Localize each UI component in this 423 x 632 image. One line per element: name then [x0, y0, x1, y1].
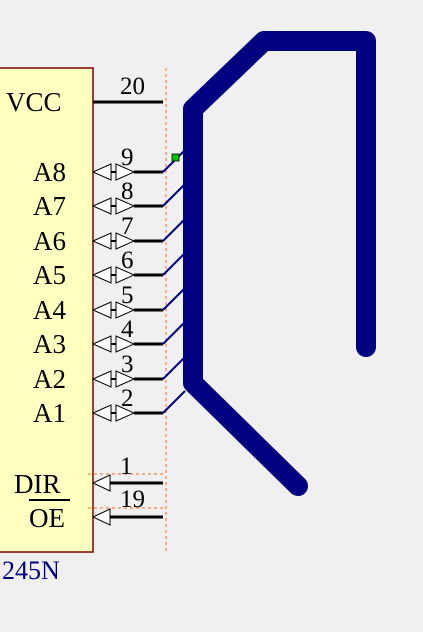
a1-pin-label: A1 — [33, 398, 66, 428]
grip-marker-bottom — [185, 176, 191, 182]
a4-bidir-left-arrow-icon — [91, 301, 112, 319]
a4-pin-number: 5 — [121, 282, 134, 309]
a5-pin-number: 6 — [121, 247, 134, 274]
a6-pin-number: 7 — [121, 213, 134, 240]
oe-input-arrow-icon — [91, 508, 111, 526]
bus-line[interactable] — [183, 31, 376, 496]
a1-bus-entry-wire[interactable] — [162, 390, 186, 414]
address-pin-group: A8 9 A7 8 A6 7 A5 6 A4 5 A3 4 A2 3 A1 2 — [33, 144, 186, 428]
a3-bus-entry-wire[interactable] — [162, 321, 186, 345]
a7-pin-number: 8 — [121, 178, 134, 205]
a4-pin-label: A4 — [33, 295, 66, 325]
grip-marker-top — [185, 142, 191, 148]
a5-bus-entry-wire[interactable] — [162, 252, 186, 276]
a7-pin-label: A7 — [33, 191, 66, 221]
a6-bidir-left-arrow-icon — [91, 232, 112, 250]
a7-bus-entry-wire[interactable] — [162, 183, 186, 207]
a8-bidir-left-arrow-icon — [91, 163, 112, 181]
a7-bidir-left-arrow-icon — [91, 197, 112, 215]
a4-bus-entry-wire[interactable] — [162, 287, 186, 311]
vcc-pin-number: 20 — [120, 73, 145, 100]
a2-bus-entry-wire[interactable] — [162, 356, 186, 380]
a8-pin-label: A8 — [33, 157, 66, 187]
part-name: 245N — [2, 556, 60, 585]
oe-pin-label: OE — [29, 503, 65, 533]
a2-bidir-left-arrow-icon — [91, 370, 112, 388]
a5-pin-label: A5 — [33, 260, 66, 290]
dir-input-arrow-icon — [91, 474, 111, 492]
a1-pin-number: 2 — [121, 385, 134, 412]
a6-pin-label: A6 — [33, 226, 66, 256]
a3-pin-number: 4 — [121, 316, 134, 343]
a1-bidir-left-arrow-icon — [91, 404, 112, 422]
dir-pin-label: DIR — [14, 469, 61, 499]
a5-bidir-left-arrow-icon — [91, 266, 112, 284]
chip-body[interactable] — [0, 67, 94, 553]
dir-pin-number: 1 — [120, 453, 133, 480]
vcc-pin-label: VCC — [6, 87, 62, 117]
a2-pin-number: 3 — [121, 351, 134, 378]
a8-pin-number: 9 — [121, 144, 134, 171]
selection-handle[interactable] — [171, 153, 180, 162]
a3-bidir-left-arrow-icon — [91, 335, 112, 353]
a2-pin-label: A2 — [33, 364, 66, 394]
oe-pin-number: 19 — [120, 486, 145, 513]
a3-pin-label: A3 — [33, 329, 66, 359]
a6-bus-entry-wire[interactable] — [162, 218, 186, 242]
